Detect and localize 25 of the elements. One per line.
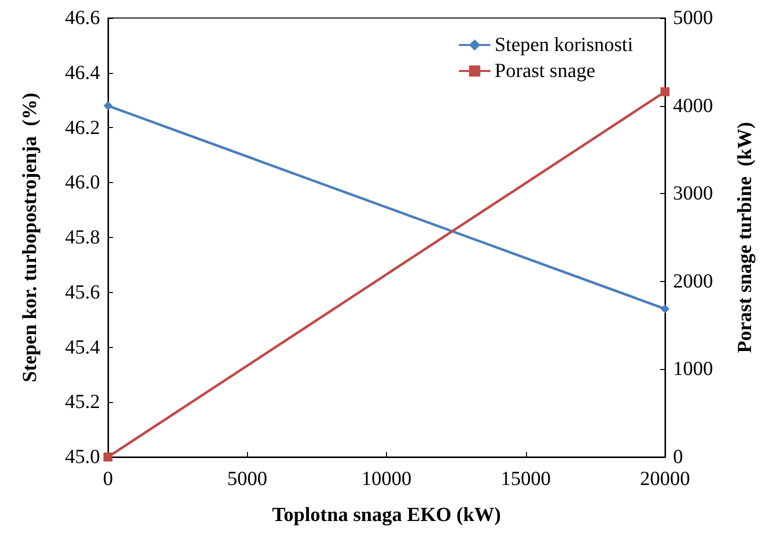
y-tick-label: 45.6 [65, 281, 100, 304]
x-tick-label: 0 [103, 468, 113, 490]
y-tick-label: 45.8 [65, 226, 100, 248]
legend-label: Porast snage [494, 60, 596, 82]
y-tick-label: 46.2 [65, 116, 100, 139]
y-tick-label: 45.2 [65, 391, 100, 414]
y-tick-label: 46.6 [65, 7, 100, 29]
x-axis-title: Toplotna snaga EKO (kW) [272, 504, 501, 526]
y-tick-label: 46.4 [65, 62, 100, 84]
y2-axis-title: Porast snage turbine (kW) [734, 122, 756, 354]
y-tick-label: 46.0 [65, 172, 100, 194]
x-tick-label: 20000 [640, 468, 690, 490]
x-tick-label: 5000 [227, 468, 268, 490]
y-axis-title: Stepen kor. turbopostrojenja (%) [19, 92, 41, 382]
y2-tick-label: 5000 [673, 7, 713, 29]
legend-label: Stepen korisnosti [494, 34, 634, 56]
y2-tick-label: 2000 [673, 270, 713, 292]
x-tick-label: 10000 [362, 468, 412, 490]
y-tick-label: 45.0 [65, 446, 100, 468]
y-tick-label: 45.4 [65, 336, 100, 358]
x-tick-label: 15000 [500, 468, 551, 490]
y2-tick-label: 4000 [673, 94, 713, 117]
y2-tick-label: 0 [673, 446, 683, 468]
y2-tick-label: 1000 [673, 358, 713, 380]
y2-tick-label: 3000 [673, 182, 713, 205]
